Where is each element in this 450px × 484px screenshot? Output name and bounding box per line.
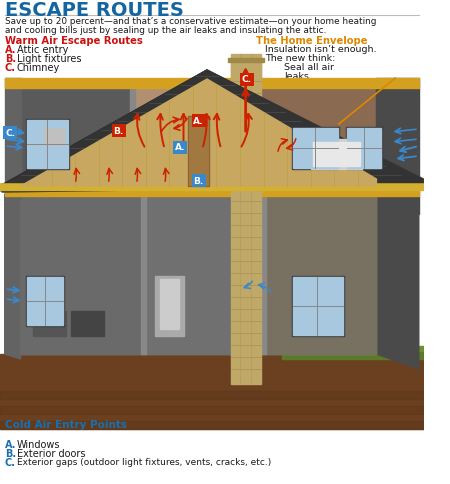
Bar (132, 87, 234, 187)
Bar (0, 184, 423, 191)
Bar (4, 187, 419, 197)
Text: B.: B. (113, 126, 124, 135)
Bar (21, 87, 132, 187)
Bar (292, 128, 339, 170)
Text: The Home Envelope: The Home Envelope (256, 36, 368, 46)
Bar (160, 279, 179, 329)
Text: C.: C. (242, 76, 252, 84)
Text: B.: B. (4, 448, 16, 458)
Text: Save up to 20 percent—and that’s a conservative estimate—on your home heating: Save up to 20 percent—and that’s a conse… (4, 17, 376, 26)
Polygon shape (4, 195, 21, 359)
Bar (71, 311, 104, 336)
Text: The new think:: The new think: (266, 54, 336, 63)
Bar (292, 276, 343, 336)
FancyBboxPatch shape (239, 74, 254, 86)
Text: ESCAPE ROUTES: ESCAPE ROUTES (4, 1, 184, 20)
Text: Seal all air: Seal all air (284, 63, 334, 72)
FancyBboxPatch shape (112, 124, 126, 137)
Polygon shape (377, 79, 419, 214)
Polygon shape (2, 71, 422, 193)
Bar (346, 128, 382, 170)
Text: C.: C. (4, 63, 16, 73)
Bar (0, 406, 423, 414)
Polygon shape (377, 195, 419, 369)
Bar (21, 195, 377, 354)
Text: Exterior doors: Exterior doors (17, 448, 85, 458)
FancyBboxPatch shape (173, 141, 187, 154)
Bar (27, 121, 68, 168)
Text: Light fixtures: Light fixtures (17, 54, 81, 64)
Bar (313, 143, 360, 166)
Bar (347, 129, 381, 168)
Text: leaks.: leaks. (284, 72, 312, 81)
FancyBboxPatch shape (44, 130, 65, 146)
Bar (0, 354, 423, 429)
Bar (27, 120, 69, 170)
Bar (282, 346, 423, 351)
Bar (292, 277, 342, 335)
Bar (4, 183, 419, 187)
Bar (143, 195, 264, 354)
Polygon shape (0, 71, 423, 192)
Bar (231, 87, 236, 187)
Polygon shape (0, 71, 230, 187)
Bar (0, 421, 423, 429)
FancyBboxPatch shape (192, 174, 206, 187)
Bar (230, 60, 261, 80)
Text: B.: B. (4, 54, 16, 64)
Text: C.: C. (4, 457, 16, 467)
Text: Cold Air Entry Points: Cold Air Entry Points (4, 419, 127, 429)
Bar (261, 195, 266, 354)
Text: Insulation isn’t enough.: Insulation isn’t enough. (266, 45, 377, 54)
Text: A.: A. (175, 143, 185, 152)
Text: and cooling bills just by sealing up the air leaks and insulating the attic.: and cooling bills just by sealing up the… (4, 26, 326, 35)
Bar (188, 117, 209, 187)
Text: Exterior gaps (outdoor light fixtures, vents, cracks, etc.): Exterior gaps (outdoor light fixtures, v… (17, 457, 271, 466)
Bar (27, 276, 64, 326)
Polygon shape (21, 80, 377, 187)
Text: A.: A. (4, 439, 16, 449)
Text: A.: A. (194, 116, 204, 125)
Text: Windows: Windows (17, 439, 60, 449)
Bar (4, 79, 419, 89)
Bar (21, 195, 143, 354)
Bar (264, 195, 377, 354)
Bar (0, 391, 423, 399)
Text: Chimney: Chimney (17, 63, 60, 73)
FancyBboxPatch shape (3, 126, 18, 139)
Bar (189, 118, 208, 186)
Bar (130, 87, 135, 187)
FancyBboxPatch shape (192, 114, 206, 127)
Bar (292, 129, 338, 168)
Text: C.: C. (5, 128, 15, 137)
Bar (228, 59, 264, 63)
Bar (230, 55, 261, 384)
Bar (155, 276, 184, 336)
Text: A.: A. (4, 45, 16, 55)
Text: Warm Air Escape Routes: Warm Air Escape Routes (4, 36, 143, 46)
Bar (234, 87, 377, 187)
Bar (27, 277, 63, 325)
Bar (33, 311, 66, 336)
Bar (310, 140, 362, 170)
Polygon shape (4, 79, 21, 199)
Bar (282, 348, 423, 359)
Text: Attic entry: Attic entry (17, 45, 68, 55)
Text: B.: B. (194, 176, 204, 185)
Bar (141, 195, 146, 354)
